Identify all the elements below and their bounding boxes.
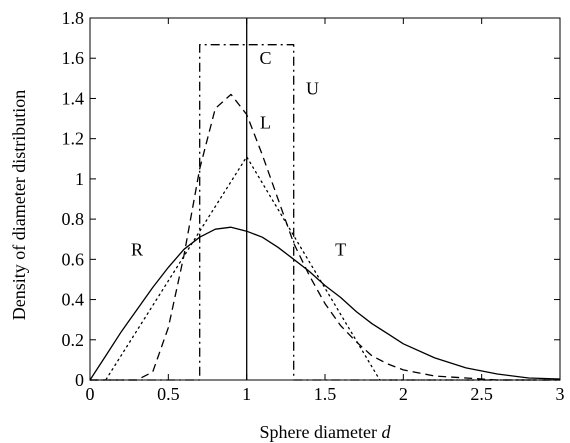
series-R-line <box>89 226 561 381</box>
y-tick-label: 1.4 <box>62 88 85 108</box>
series-T-line <box>89 156 561 381</box>
y-tick-label: 0.8 <box>62 209 85 229</box>
x-tick-label: 1.5 <box>314 384 337 404</box>
y-tick-label: 1.8 <box>62 8 85 28</box>
series-L-line <box>90 93 560 381</box>
curve-label-L: L <box>260 113 271 133</box>
curve-label-U: U <box>306 78 319 98</box>
y-axis-label: Density of diameter distribution <box>9 90 29 320</box>
y-tick-label: 1.6 <box>62 48 85 68</box>
x-tick-label: 3 <box>556 384 565 404</box>
x-tick-label: 0 <box>86 384 95 404</box>
series-layer <box>89 18 561 381</box>
curve-label-R: R <box>131 239 143 259</box>
series-U-line <box>90 44 560 381</box>
y-tick-label: 0.6 <box>62 249 85 269</box>
x-tick-label: 1 <box>242 384 251 404</box>
y-tick-label: 0 <box>75 370 84 390</box>
plot-frame <box>89 17 561 381</box>
y-tick-label: 1.2 <box>62 129 85 149</box>
curve-label-C: C <box>259 48 271 68</box>
x-axis-label: Sphere diameter d <box>260 422 392 442</box>
y-tick-label: 0.2 <box>62 330 85 350</box>
y-tick-label: 0.4 <box>62 290 85 310</box>
x-tick-label: 2.5 <box>470 384 493 404</box>
curve-label-T: T <box>335 239 346 259</box>
axes: 0 0.5 1 1.5 2 2.5 3 0 0.2 0.4 0.6 0.8 1 1.2 1.4 1.6 1.8 <box>62 8 565 404</box>
x-tick-label: 0.5 <box>157 384 180 404</box>
y-tick-label: 1 <box>75 169 84 189</box>
x-tick-label: 2 <box>399 384 408 404</box>
curve-labels: C U L T R <box>131 48 346 259</box>
